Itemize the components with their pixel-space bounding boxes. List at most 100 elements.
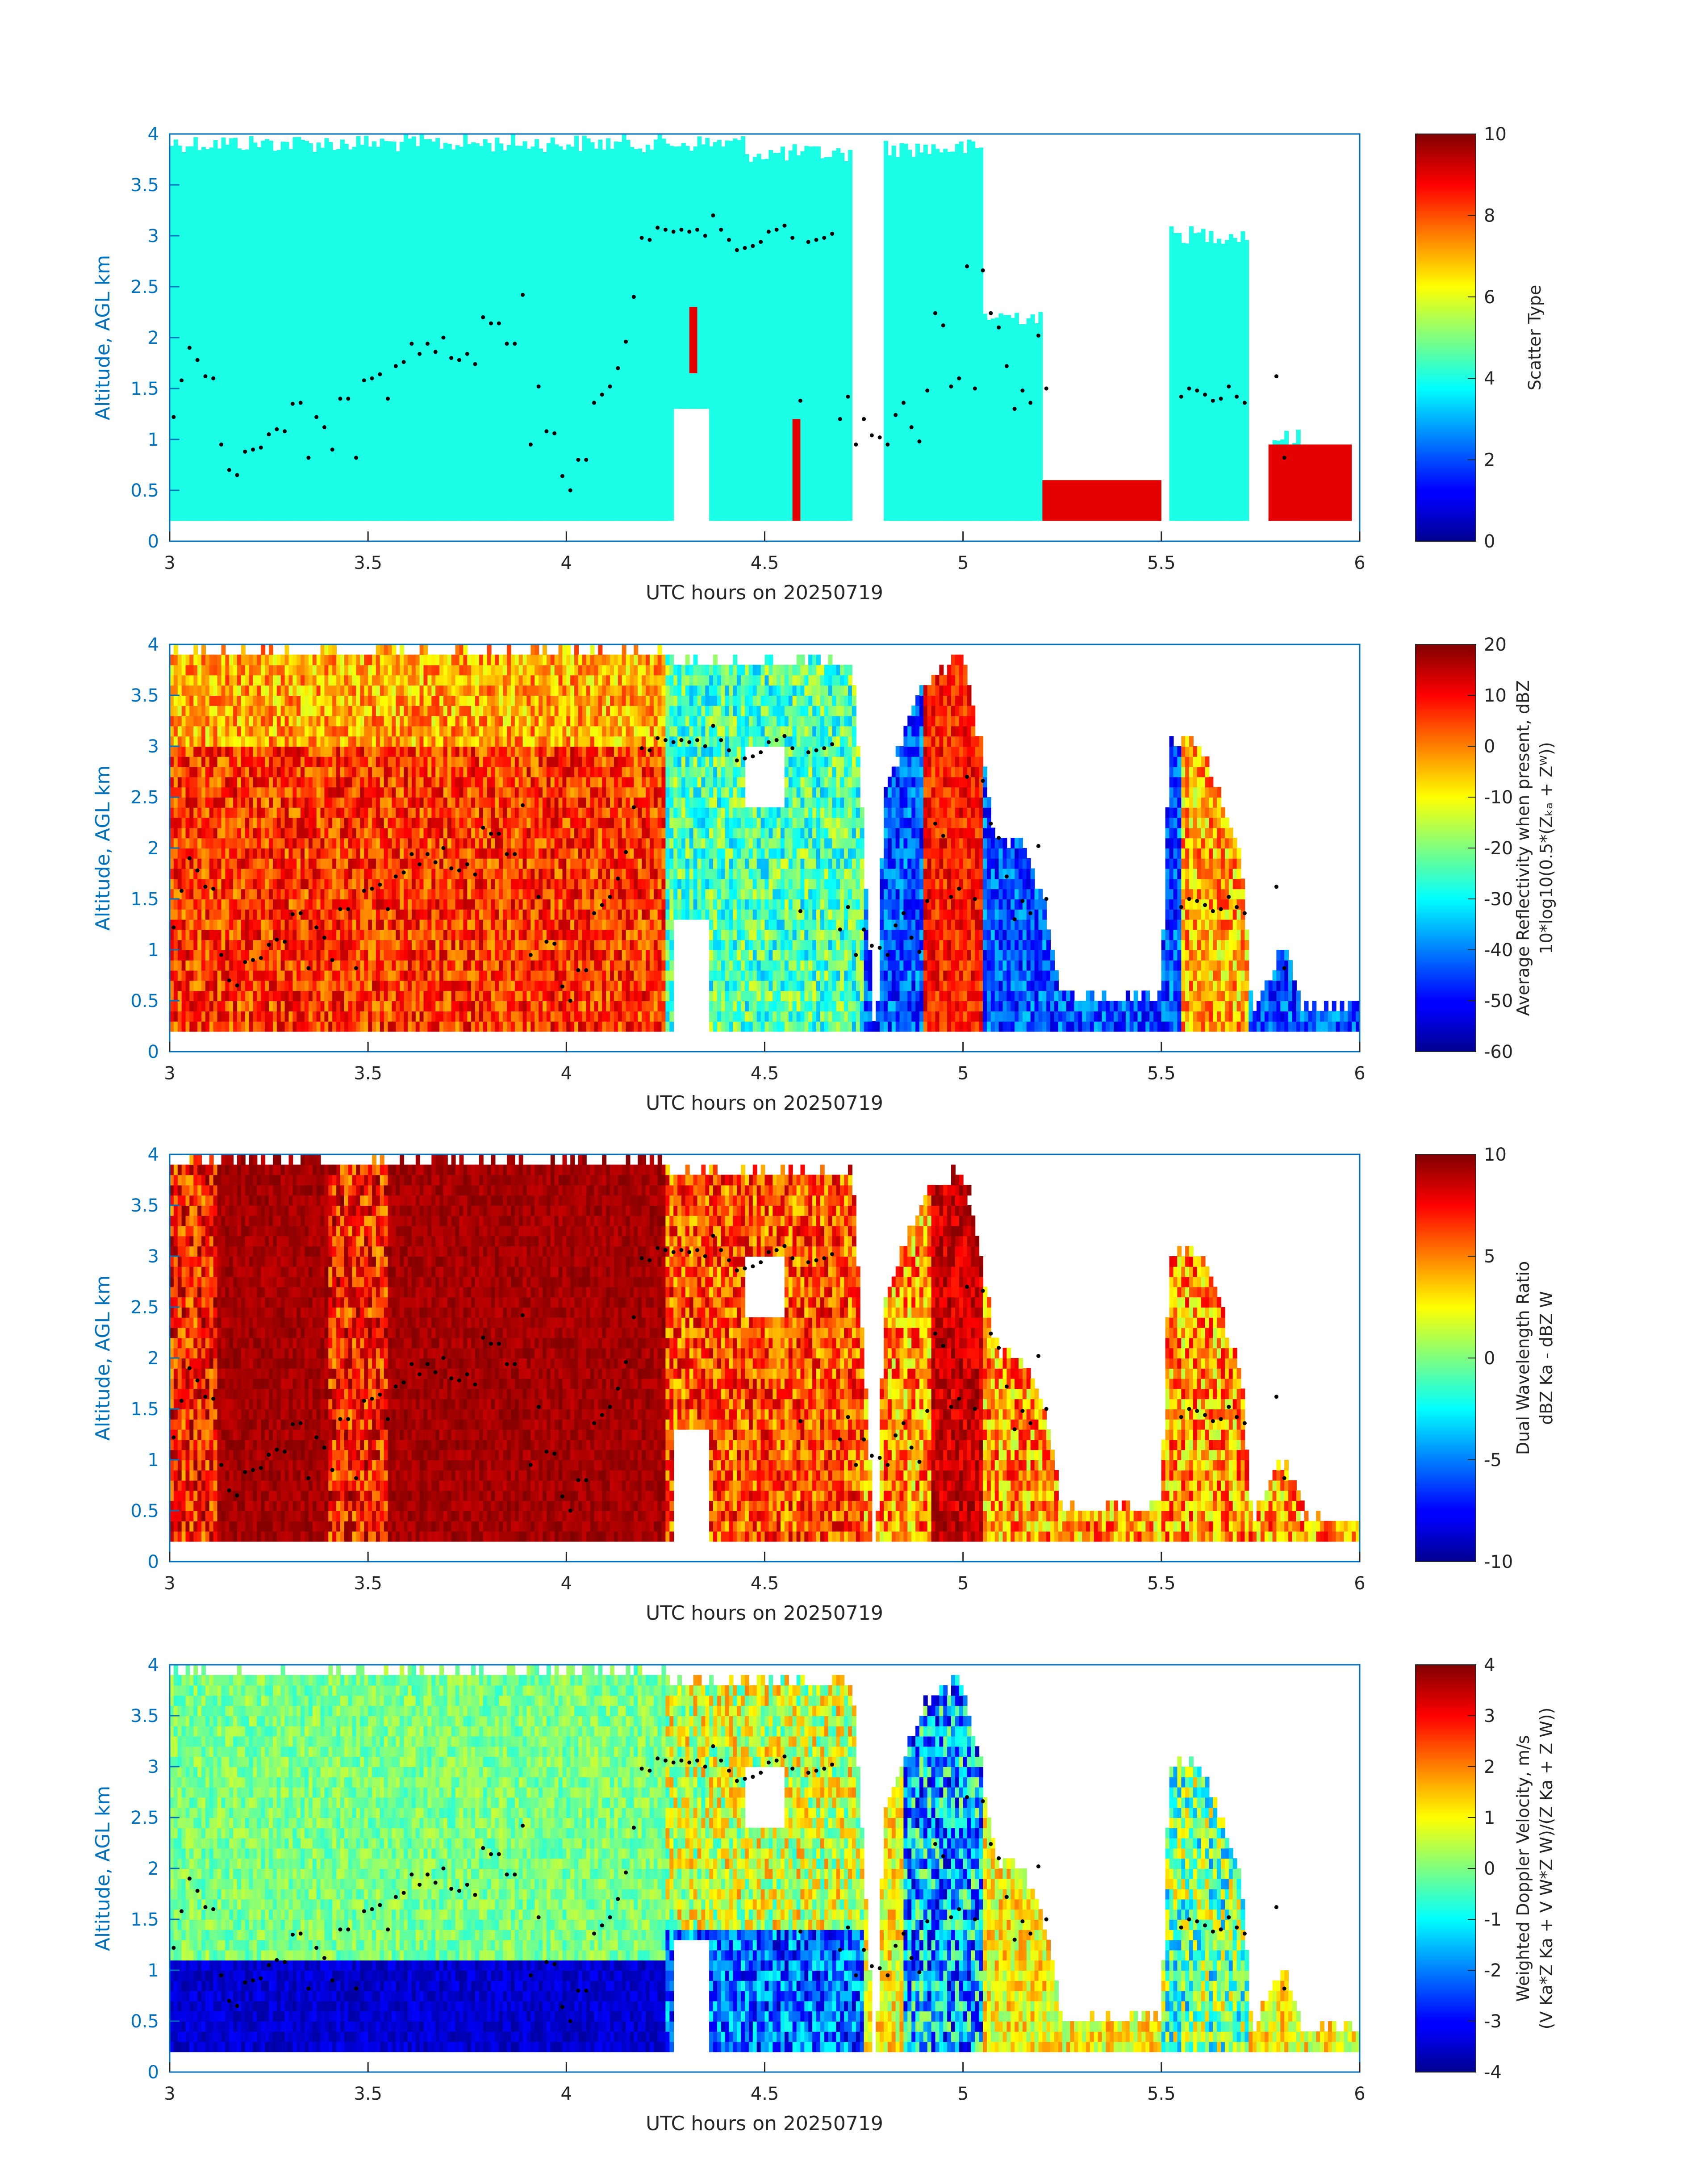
heatmap-cell [598, 664, 603, 676]
cloud-top-marker [505, 342, 509, 346]
scatter-cell [665, 143, 670, 521]
heatmap-cell [566, 899, 571, 910]
heatmap-cell [566, 1021, 571, 1032]
heatmap-cell [546, 827, 551, 839]
heatmap-cell [475, 726, 480, 737]
heatmap-cell [328, 990, 333, 1001]
heatmap-cell [574, 766, 579, 777]
heatmap-cell [530, 970, 535, 981]
heatmap-cell [360, 970, 365, 981]
heatmap-cell [276, 807, 281, 818]
scatter-cell [233, 138, 238, 521]
heatmap-cell [550, 736, 555, 747]
heatmap-cell [280, 746, 285, 757]
heatmap-cell [376, 1021, 380, 1032]
heatmap-cell [384, 980, 388, 991]
heatmap-cell [305, 807, 309, 818]
heatmap-cell [288, 797, 293, 808]
heatmap-cell [217, 1011, 222, 1022]
heatmap-cell [229, 940, 234, 950]
heatmap-cell [292, 797, 297, 808]
heatmap-cell [237, 940, 242, 950]
heatmap-cell [626, 705, 631, 716]
heatmap-cell [305, 726, 309, 737]
heatmap-cell [185, 797, 190, 808]
heatmap-cell [570, 715, 575, 727]
heatmap-cell [522, 970, 527, 981]
heatmap-cell [594, 889, 599, 899]
reflectivity-image [170, 644, 1360, 1032]
heatmap-cell [439, 675, 444, 686]
heatmap-cell [459, 899, 464, 910]
heatmap-cell [170, 685, 174, 696]
heatmap-cell [237, 654, 242, 665]
heatmap-cell [265, 715, 270, 727]
heatmap-cell [276, 940, 281, 950]
heatmap-cell [348, 675, 353, 686]
heatmap-cell [419, 787, 424, 798]
heatmap-cell [356, 848, 361, 859]
heatmap-cell [237, 950, 242, 961]
heatmap-cell [376, 695, 380, 706]
heatmap-cell [261, 1011, 266, 1022]
heatmap-cell [535, 817, 539, 828]
heatmap-cell [320, 756, 325, 767]
scatter-cell [848, 150, 852, 521]
heatmap-cell [376, 675, 380, 686]
heatmap-cell [280, 817, 285, 828]
heatmap-cell [269, 746, 273, 757]
heatmap-cell [396, 675, 401, 686]
heatmap-cell [193, 766, 198, 777]
heatmap-cell [201, 695, 206, 706]
heatmap-cell [546, 899, 551, 910]
heatmap-cell [376, 1011, 380, 1022]
heatmap-cell [288, 766, 293, 777]
heatmap-cell [431, 980, 436, 991]
heatmap-cell [312, 654, 317, 665]
heatmap-cell [273, 827, 277, 839]
heatmap-cell [546, 919, 551, 930]
heatmap-cell [189, 1001, 194, 1011]
heatmap-cell [419, 827, 424, 839]
heatmap-cell [221, 919, 226, 930]
heatmap-cell [348, 858, 353, 869]
heatmap-cell [217, 878, 222, 890]
heatmap-cell [213, 746, 218, 757]
heatmap-cell [276, 1001, 281, 1011]
heatmap-cell [598, 858, 603, 869]
heatmap-cell [646, 1021, 650, 1032]
heatmap-cell [404, 858, 408, 869]
heatmap-cell [292, 766, 297, 777]
heatmap-cell [530, 705, 535, 716]
heatmap-cell [269, 878, 273, 890]
heatmap-cell [249, 787, 254, 798]
heatmap-cell [439, 766, 444, 777]
heatmap-cell [332, 940, 337, 950]
heatmap-cell [209, 1001, 214, 1011]
scatter-cell [1224, 240, 1229, 521]
heatmap-cell [598, 685, 603, 696]
heatmap-cell [308, 807, 313, 818]
heatmap-cell [241, 685, 246, 696]
heatmap-cell [221, 929, 226, 940]
heatmap-cell [435, 878, 440, 890]
heatmap-cell [265, 950, 270, 961]
heatmap-cell [415, 695, 420, 706]
heatmap-cell [324, 838, 329, 848]
heatmap-cell [602, 868, 607, 879]
heatmap-cell [181, 919, 186, 930]
heatmap-cell [257, 705, 262, 716]
heatmap-cell [471, 909, 476, 920]
heatmap-cell [522, 807, 527, 818]
scatter-cell [320, 147, 325, 521]
heatmap-cell [364, 1011, 369, 1022]
heatmap-cell [173, 715, 178, 727]
heatmap-cell [229, 858, 234, 869]
heatmap-cell [336, 950, 341, 961]
heatmap-cell [273, 980, 277, 991]
heatmap-cell [229, 919, 234, 930]
heatmap-cell [201, 827, 206, 839]
heatmap-cell [431, 685, 436, 696]
heatmap-cell [352, 1021, 357, 1032]
heatmap-cell [526, 685, 531, 696]
